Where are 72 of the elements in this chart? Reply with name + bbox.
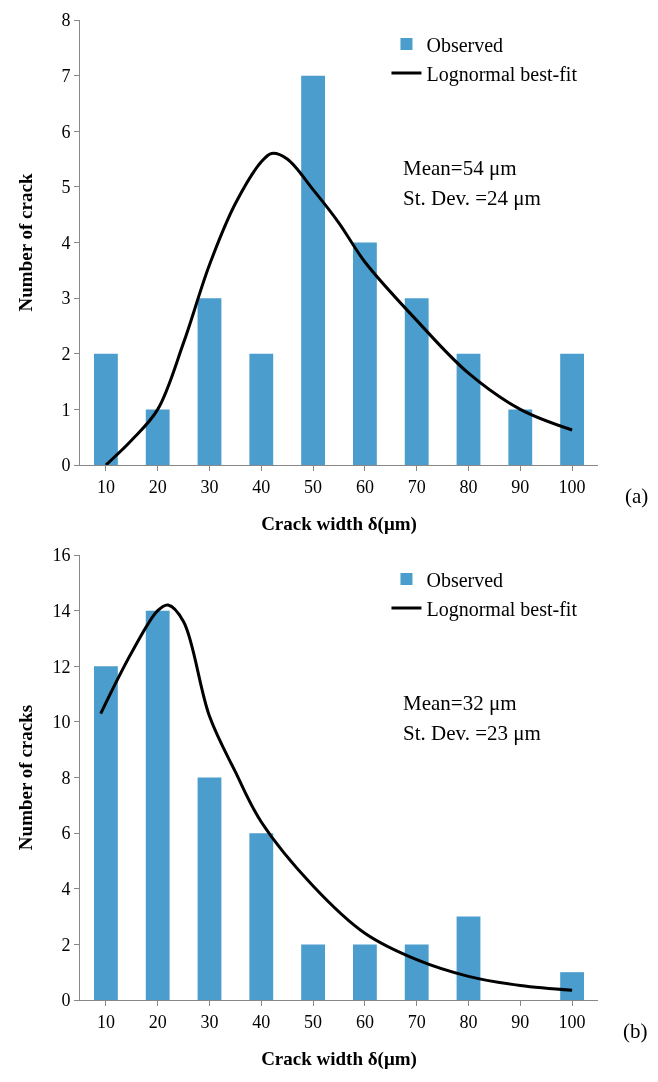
legend-label: Observed: [426, 33, 504, 56]
x-axis-title: Crack width δ(μm): [261, 1048, 417, 1070]
x-tick-label: 10: [96, 1011, 115, 1032]
legend-label: Observed: [426, 568, 504, 591]
x-tick-label: 20: [148, 1011, 167, 1032]
y-tick-label: 7: [61, 65, 71, 86]
y-axis-title: Number of crack: [15, 173, 36, 312]
x-tick-label: 70: [407, 476, 426, 497]
annotation: St. Dev. =23 μm: [403, 721, 541, 745]
x-tick-label: 30: [200, 476, 219, 497]
y-tick-label: 5: [61, 177, 71, 198]
y-tick-label: 16: [52, 545, 71, 566]
bar: [560, 353, 585, 465]
y-tick-label: 0: [61, 455, 71, 476]
y-tick-label: 14: [52, 600, 71, 621]
bar: [93, 666, 118, 1000]
bar: [508, 409, 533, 465]
y-tick-label: 0: [61, 990, 71, 1011]
y-tick-label: 6: [61, 823, 71, 844]
x-tick-label: 50: [304, 1011, 323, 1032]
y-tick-label: 8: [61, 10, 71, 31]
y-tick-label: 4: [61, 879, 71, 900]
annotation: Mean=32 μm: [403, 691, 517, 715]
x-tick-label: 10: [96, 476, 115, 497]
annotation: St. Dev. =24 μm: [403, 186, 541, 210]
x-tick-label: 80: [459, 1011, 478, 1032]
x-tick-label: 90: [511, 476, 530, 497]
y-tick-label: 12: [52, 656, 71, 677]
y-tick-label: 4: [61, 232, 71, 253]
bar: [301, 75, 326, 465]
x-tick-label: 40: [252, 476, 271, 497]
bar: [93, 353, 118, 465]
x-tick-label: 80: [459, 476, 478, 497]
bar: [560, 972, 585, 1000]
x-tick-label: 70: [407, 1011, 426, 1032]
bar: [249, 833, 274, 1000]
annotation: Mean=54 μm: [403, 156, 517, 180]
legend-label: Lognormal best-fit: [426, 597, 578, 621]
x-tick-label: 30: [200, 1011, 219, 1032]
bar: [249, 353, 274, 465]
x-tick-label: 90: [511, 1011, 530, 1032]
y-tick-label: 8: [61, 767, 71, 788]
x-tick-label: 100: [558, 1011, 586, 1032]
y-tick-label: 10: [52, 712, 71, 733]
x-tick-label: 60: [355, 1011, 374, 1032]
y-tick-label: 2: [61, 934, 71, 955]
y-tick-label: 3: [61, 288, 71, 309]
bar: [456, 353, 481, 465]
x-tick-label: 20: [148, 476, 167, 497]
bar: [404, 298, 429, 465]
bar: [145, 610, 170, 1000]
y-axis-title: Number of cracks: [15, 704, 36, 851]
bar: [145, 409, 170, 465]
x-tick-label: 100: [558, 476, 586, 497]
bar: [352, 944, 377, 1000]
bar: [197, 777, 222, 1000]
bar: [301, 944, 326, 1000]
bar: [404, 944, 429, 1000]
text: (b): [623, 1019, 648, 1043]
x-tick-label: 40: [252, 1011, 271, 1032]
y-tick-label: 6: [61, 121, 71, 142]
line-series: [104, 151, 574, 465]
y-tick-label: 2: [61, 344, 71, 365]
bar: [456, 916, 481, 1000]
x-axis-title: Crack width δ(μm): [261, 513, 417, 535]
text: (a): [625, 484, 649, 508]
x-tick-label: 60: [355, 476, 374, 497]
bar: [197, 298, 222, 465]
legend-label: Lognormal best-fit: [426, 62, 578, 86]
bar: [352, 242, 377, 465]
x-tick-label: 50: [304, 476, 323, 497]
y-tick-label: 1: [61, 399, 71, 420]
